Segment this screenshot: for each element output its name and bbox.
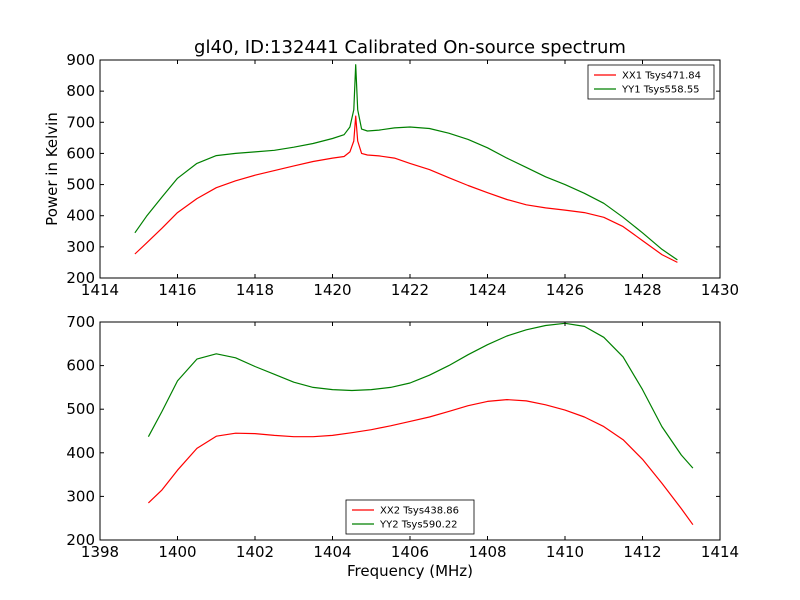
series-line-2-1 — [147, 399, 694, 526]
series-line-1-2 — [134, 64, 678, 261]
x-tick-label-2-1408: 1408 — [468, 543, 506, 561]
legend-label-1-2: YY1 Tsys558.55 — [621, 85, 700, 96]
x-tick-label-1-1424: 1424 — [468, 281, 506, 299]
y-tick-label-1-200: 200 — [66, 269, 95, 287]
chart-title-1: gl40, ID:132441 Calibrated On-source spe… — [194, 37, 626, 58]
x-tick-label-2-1402: 1402 — [236, 543, 274, 561]
y-tick-label-2-700: 700 — [66, 313, 95, 331]
plot-panel-2: 1398 1400 1402 1404 1406 1408 1410 1412 1414 200 3… — [66, 313, 739, 580]
y-tick-label-1-900: 900 — [66, 51, 95, 69]
x-tick-label-1-1420: 1420 — [313, 281, 351, 299]
y-tick-label-2-400: 400 — [66, 444, 95, 462]
x-tick-label-2-1400: 1400 — [158, 543, 196, 561]
y-tick-label-2-500: 500 — [66, 400, 95, 418]
y-tick-label-1-300: 300 — [66, 238, 95, 256]
x-tick-label-2-1406: 1406 — [391, 543, 429, 561]
legend-label-2-1: XX2 Tsys438.86 — [380, 506, 459, 517]
plot-panel-1: 1414 1416 1418 1420 1422 1424 1426 1428 1430 200 3… — [43, 37, 739, 299]
x-tick-label-2-1404: 1404 — [313, 543, 351, 561]
x-tick-label-2-1412: 1412 — [623, 543, 661, 561]
x-tick-label-1-1428: 1428 — [623, 281, 661, 299]
series-line-1-1 — [134, 115, 678, 263]
legend-box-2 — [345, 499, 475, 535]
x-tick-label-1-1422: 1422 — [391, 281, 429, 299]
x-tick-label-1-1430: 1430 — [701, 281, 739, 299]
x-tick-label-2-1398: 1398 — [81, 543, 119, 561]
legend-label-1-1: XX1 Tsys471.84 — [622, 71, 701, 82]
y-tick-label-1-500: 500 — [66, 176, 95, 194]
series-line-2-2 — [147, 322, 694, 469]
y-tick-label-2-600: 600 — [66, 357, 95, 375]
x-axis-label-2: Frequency (MHz) — [347, 562, 473, 580]
legend-2: XX2 Tsys438.86 YY2 Tsys590.22 — [345, 499, 475, 535]
y-tick-label-1-600: 600 — [66, 144, 95, 162]
x-tick-label-1-1416: 1416 — [158, 281, 196, 299]
y-tick-label-2-200: 200 — [66, 531, 95, 549]
y-tick-label-1-400: 400 — [66, 207, 95, 225]
x-tick-label-2-1410: 1410 — [546, 543, 584, 561]
y-tick-label-1-800: 800 — [66, 82, 95, 100]
y-axis-label-1: Power in Kelvin — [43, 112, 61, 226]
x-tick-label-1-1414: 1414 — [81, 281, 119, 299]
legend-box-1 — [587, 64, 715, 100]
x-tick-label-1-1426: 1426 — [546, 281, 584, 299]
y-tick-label-2-300: 300 — [66, 487, 95, 505]
legend-1: XX1 Tsys471.84 YY1 Tsys558.55 — [587, 64, 715, 100]
x-tick-label-2-1414: 1414 — [701, 543, 739, 561]
plots-layer: 1414 1416 1418 1420 1422 1424 1426 1428 1430 200 3… — [43, 37, 739, 580]
legend-label-2-2: YY2 Tsys590.22 — [379, 520, 458, 531]
y-tick-label-1-700: 700 — [66, 113, 95, 131]
x-tick-label-1-1418: 1418 — [236, 281, 274, 299]
